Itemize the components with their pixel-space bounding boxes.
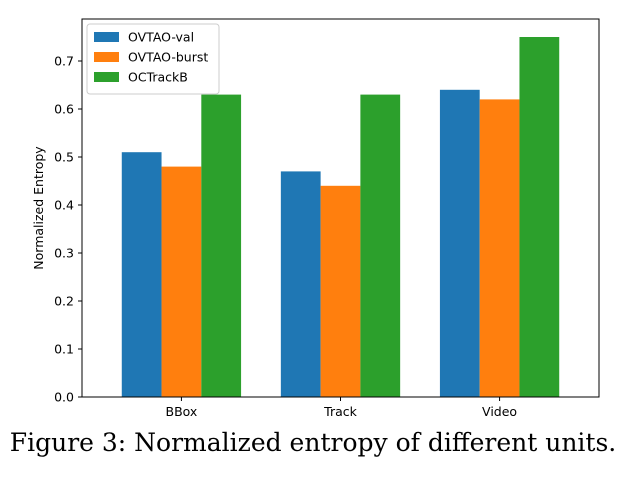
legend-swatch (94, 32, 119, 42)
plot-frame (81, 18, 600, 398)
legend-swatch (94, 52, 119, 62)
bar-ovtao-val-track (280, 171, 321, 397)
bar-chart: 0.00.10.20.30.40.50.60.7 BBox Track Video … (31, 18, 600, 419)
y-tick-label: 0.7 (54, 54, 74, 69)
legend-label: OVTAO-burst (128, 50, 208, 65)
bar-ovtao-burst-track (320, 185, 361, 397)
x-axis: BBox Track Video (166, 397, 517, 419)
legend: OVTAO-val OVTAO-burst OCTrackB (86, 23, 220, 95)
legend-box (86, 23, 220, 95)
x-tick-label: Video (482, 404, 517, 419)
y-tick-label: 0.1 (54, 342, 74, 357)
legend-label: OVTAO-val (128, 30, 194, 45)
x-tick-label: BBox (166, 404, 198, 419)
chart-area: 0.0 0.1 0.2 0.3 0.4 0.5 0.6 0.7 BBox Track Video … (31, 18, 600, 419)
figure-caption: Figure 3: Normalized entropy of differen… (9, 428, 617, 457)
y-axis: 0.0 0.1 0.2 0.3 0.4 0.5 0.6 0.7 (54, 54, 82, 405)
y-tick-label: 0.0 (54, 390, 74, 405)
y-tick-label: 0.6 (54, 102, 74, 117)
bar-octrackb-track (360, 94, 401, 397)
y-tick-label: 0.2 (54, 294, 74, 309)
bar-ovtao-val-bbox (121, 152, 162, 397)
legend-label: OCTrackB (128, 70, 188, 85)
bar-ovtao-val-video (439, 89, 480, 398)
y-tick-label: 0.3 (54, 246, 74, 261)
bar-ovtao-burst-bbox (161, 166, 202, 397)
bars-layer (121, 37, 560, 398)
x-tick-label: Track (323, 404, 357, 419)
legend-swatch (94, 72, 119, 82)
bar-octrackb-bbox (201, 94, 242, 397)
y-axis-label: Normalized Entropy (31, 146, 46, 270)
bar-octrackb-video (519, 37, 560, 397)
y-tick-label: 0.5 (54, 150, 74, 165)
bar-ovtao-burst-video (479, 99, 520, 398)
y-tick-label: 0.4 (54, 198, 74, 213)
